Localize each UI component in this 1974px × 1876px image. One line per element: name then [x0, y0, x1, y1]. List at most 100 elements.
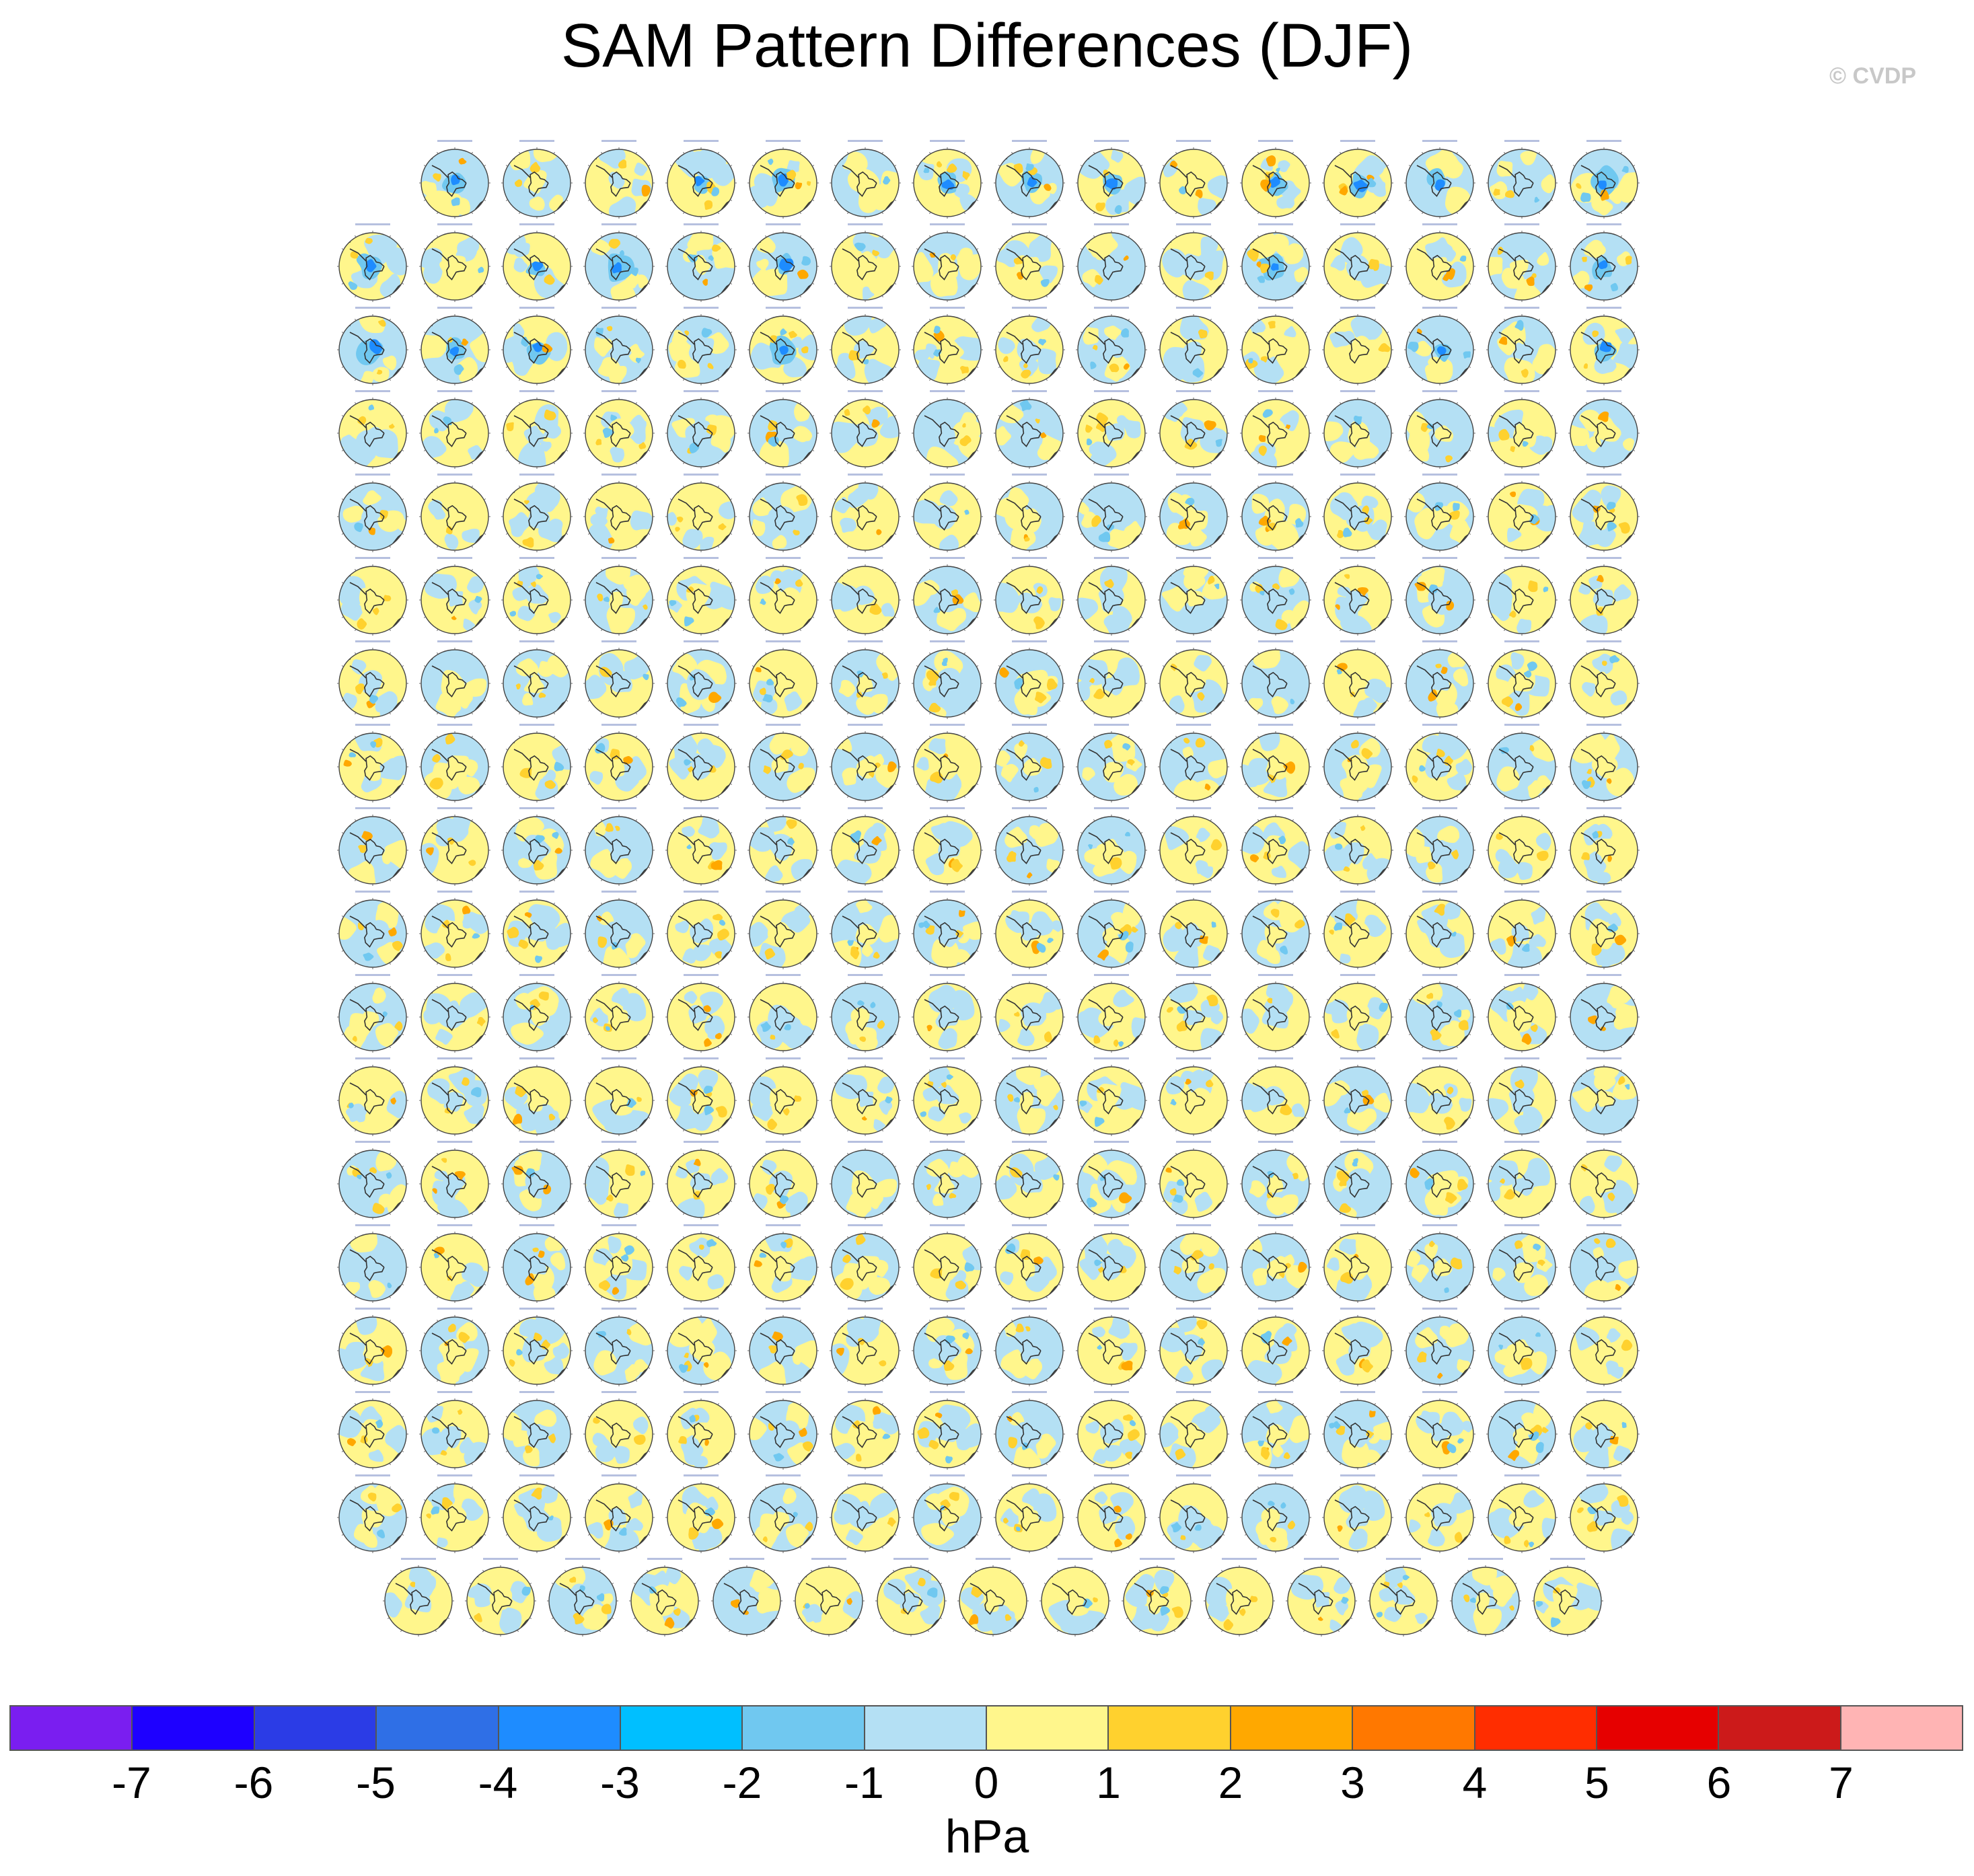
map-frame-tick — [1326, 366, 1329, 368]
map-panel — [1158, 223, 1229, 302]
map-frame-tick — [1058, 283, 1061, 285]
map-frame-tick — [717, 462, 719, 465]
map-contour-region — [996, 496, 1027, 519]
map-panel — [1322, 307, 1393, 385]
map-frame-tick — [635, 151, 637, 154]
map-contour-region — [359, 316, 386, 334]
panel-title-line — [930, 390, 965, 392]
map-frame-tick — [1633, 498, 1636, 500]
panel-title-line — [519, 891, 554, 893]
map-frame-tick — [505, 866, 508, 868]
map-frame-tick — [1469, 1033, 1471, 1035]
panel-title-line — [1258, 1057, 1293, 1059]
map-frame-tick — [355, 485, 357, 488]
map-panel — [830, 390, 901, 469]
map-frame-tick — [1422, 652, 1424, 654]
panel-title-line — [1504, 1057, 1539, 1059]
panel-title-line — [1586, 974, 1621, 976]
map-frame-tick — [683, 1069, 685, 1072]
map-frame-tick — [812, 1200, 815, 1202]
map-frame-tick — [402, 498, 404, 500]
map-frame-tick — [929, 1046, 931, 1049]
map-frame-tick — [1422, 402, 1424, 404]
map-frame-tick — [505, 449, 508, 451]
map-frame-tick — [1538, 485, 1540, 488]
map-contour-region — [1204, 271, 1214, 280]
map-contour-region — [1109, 363, 1120, 373]
map-contour-region — [1621, 165, 1629, 173]
panel-title-line — [1094, 1141, 1129, 1143]
map-frame-tick — [1175, 462, 1177, 465]
map-frame-tick — [402, 1033, 404, 1035]
map-contour-region — [1426, 423, 1434, 429]
map-frame-tick — [1490, 616, 1493, 618]
map-frame-tick — [437, 485, 439, 488]
map-frame-tick — [1175, 735, 1177, 738]
map-contour-region — [707, 363, 714, 369]
map-frame-tick — [1093, 462, 1095, 465]
map-frame-tick — [799, 712, 801, 715]
map-frame-tick — [1422, 151, 1424, 154]
panel-title-line — [1340, 891, 1375, 893]
map-frame-tick — [669, 366, 672, 368]
map-frame-tick — [847, 402, 849, 404]
map-frame-tick — [669, 1033, 672, 1035]
map-frame-tick — [1210, 402, 1212, 404]
map-panel — [994, 974, 1065, 1053]
map-frame-tick — [355, 819, 357, 821]
map-frame-tick — [355, 1152, 357, 1155]
map-frame-tick — [834, 700, 836, 702]
coastline — [1083, 317, 1143, 377]
map-panel — [994, 307, 1065, 385]
map-frame-tick — [1456, 963, 1458, 965]
map-frame-tick — [929, 402, 931, 404]
map-frame-tick — [553, 212, 555, 215]
map-contour-region — [959, 365, 970, 374]
map-frame-tick — [648, 950, 651, 952]
map-frame-tick — [976, 1033, 979, 1035]
map-contour-region — [627, 344, 647, 363]
map-frame-tick — [1340, 629, 1342, 632]
map-contour-region — [597, 593, 604, 601]
panel-title-line — [930, 807, 965, 809]
map-panel — [501, 807, 573, 886]
panel-title-line — [1586, 640, 1621, 642]
coastline — [1165, 567, 1225, 628]
map-contour-region — [630, 510, 653, 531]
map-frame-tick — [601, 151, 603, 154]
map-frame-tick — [929, 819, 931, 821]
panel-title-line — [1012, 140, 1047, 142]
map-frame-tick — [1011, 1046, 1013, 1049]
map-frame-tick — [1244, 616, 1247, 618]
map-frame-tick — [669, 749, 672, 751]
map-frame-tick — [601, 902, 603, 905]
map-frame-tick — [669, 999, 672, 1001]
map-frame-tick — [1456, 985, 1458, 988]
map-frame-tick — [1456, 212, 1458, 215]
map-frame-tick — [341, 415, 344, 417]
panel-title-line — [519, 1141, 554, 1143]
map-frame-tick — [1046, 735, 1048, 738]
map-frame-tick — [1128, 546, 1130, 548]
map-frame-tick — [553, 796, 555, 798]
map-frame-tick — [752, 498, 754, 500]
map-contour-region — [1543, 587, 1549, 593]
map-frame-tick — [1175, 151, 1177, 154]
map-frame-tick — [1340, 712, 1342, 715]
map-frame-tick — [1422, 1046, 1424, 1049]
map-panel — [1076, 140, 1147, 219]
map-frame-tick — [717, 735, 719, 738]
map-frame-tick — [1620, 1046, 1622, 1049]
map-panel — [994, 724, 1065, 802]
map-frame-tick — [1504, 985, 1506, 988]
map-contour-region — [797, 269, 809, 279]
panel-title-line — [848, 1057, 883, 1059]
map-frame-tick — [1620, 212, 1622, 215]
map-frame-tick — [519, 652, 521, 654]
panel-title-line — [355, 474, 390, 476]
map-frame-tick — [1633, 332, 1636, 334]
map-frame-tick — [423, 749, 426, 751]
map-frame-tick — [1080, 449, 1083, 451]
map-contour-region — [1329, 441, 1358, 463]
map-frame-tick — [1572, 415, 1575, 417]
